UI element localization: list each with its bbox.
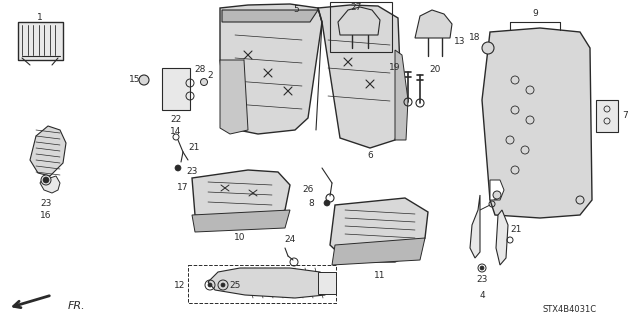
Circle shape	[200, 78, 207, 85]
Polygon shape	[222, 10, 318, 22]
Polygon shape	[30, 126, 66, 176]
Text: 2: 2	[207, 71, 213, 80]
Polygon shape	[490, 180, 504, 200]
Polygon shape	[415, 10, 452, 38]
Circle shape	[208, 283, 212, 287]
Text: 15: 15	[129, 76, 140, 85]
Polygon shape	[482, 28, 592, 218]
Text: 27: 27	[350, 4, 362, 12]
Text: 25: 25	[229, 280, 241, 290]
Polygon shape	[330, 198, 428, 262]
Text: 16: 16	[40, 211, 52, 220]
Polygon shape	[332, 238, 425, 265]
Text: 21: 21	[188, 144, 200, 152]
Circle shape	[221, 283, 225, 287]
Text: 12: 12	[173, 280, 185, 290]
Polygon shape	[338, 7, 380, 35]
Text: STX4B4031C: STX4B4031C	[543, 306, 597, 315]
Text: 7: 7	[622, 110, 628, 120]
Bar	[596, 100, 618, 132]
Text: 26: 26	[303, 186, 314, 195]
Text: FR.: FR.	[68, 301, 86, 311]
Polygon shape	[496, 210, 508, 265]
Circle shape	[175, 165, 181, 171]
Text: 9: 9	[532, 10, 538, 19]
Bar	[162, 68, 190, 110]
Circle shape	[41, 175, 51, 185]
Text: 20: 20	[429, 65, 441, 75]
Polygon shape	[208, 268, 332, 298]
Text: 19: 19	[388, 63, 400, 72]
Text: 17: 17	[177, 183, 189, 192]
Text: 23: 23	[476, 276, 488, 285]
Bar	[318, 272, 336, 294]
Text: 14: 14	[170, 128, 182, 137]
Text: 13: 13	[454, 38, 466, 47]
Bar	[18, 22, 63, 60]
Bar	[188, 265, 336, 303]
Polygon shape	[318, 5, 402, 148]
Text: 23: 23	[186, 167, 198, 176]
Circle shape	[576, 196, 584, 204]
Bar	[330, 2, 392, 52]
Polygon shape	[220, 60, 248, 134]
Text: 18: 18	[468, 33, 480, 42]
Circle shape	[493, 191, 501, 199]
Text: 6: 6	[367, 151, 373, 160]
Polygon shape	[220, 4, 322, 134]
Text: 10: 10	[234, 234, 246, 242]
Circle shape	[139, 75, 149, 85]
Polygon shape	[40, 176, 60, 193]
Text: 23: 23	[40, 198, 52, 207]
Text: 3: 3	[492, 194, 498, 203]
Text: 4: 4	[479, 291, 485, 300]
Polygon shape	[192, 210, 290, 232]
Circle shape	[43, 177, 49, 183]
Polygon shape	[470, 195, 480, 258]
Text: 5: 5	[293, 4, 299, 13]
Polygon shape	[395, 50, 408, 140]
Circle shape	[482, 42, 494, 54]
Polygon shape	[192, 170, 290, 225]
Text: 22: 22	[170, 115, 182, 124]
Bar	[18, 22, 63, 60]
Circle shape	[324, 200, 330, 206]
Text: 28: 28	[195, 65, 205, 75]
Text: 1: 1	[37, 12, 43, 21]
Text: 21: 21	[510, 226, 522, 234]
Text: 24: 24	[284, 235, 296, 244]
Circle shape	[480, 266, 484, 270]
Text: 11: 11	[374, 271, 386, 279]
Text: 8: 8	[308, 198, 314, 207]
